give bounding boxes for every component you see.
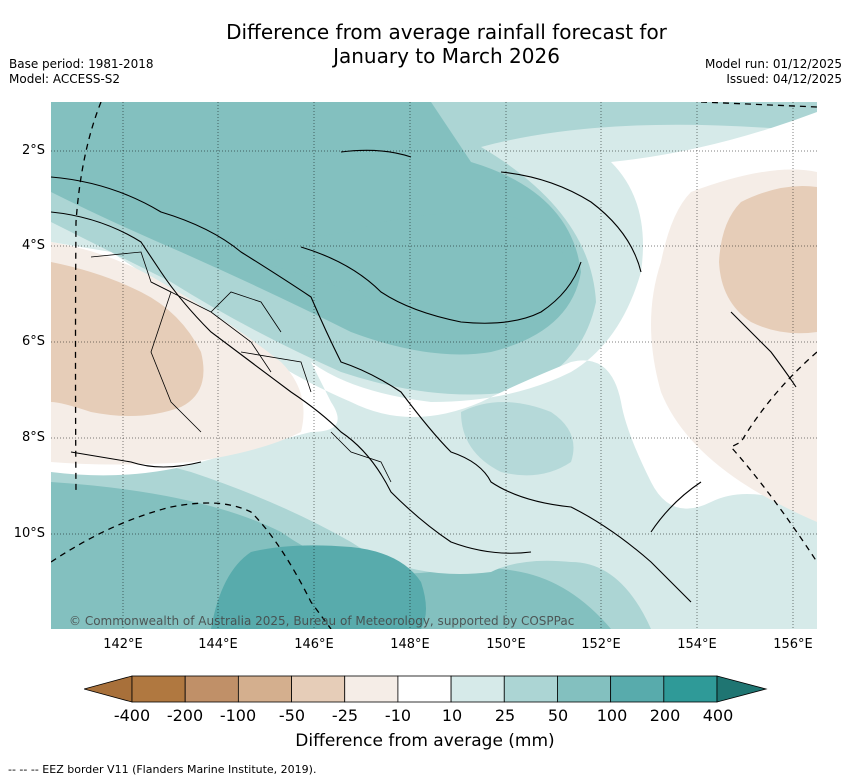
lat-label-10s: 10°S xyxy=(13,526,45,541)
colorbar-arrow-high xyxy=(716,675,768,703)
lon-label-148e: 148°E xyxy=(390,637,430,652)
meta-left: Base period: 1981-2018 Model: ACCESS-S2 xyxy=(9,57,154,87)
cbar-label: -200 xyxy=(166,706,204,725)
colorbar xyxy=(84,675,768,703)
province-borders xyxy=(90,251,392,483)
lat-label-2s: 2°S xyxy=(21,143,45,158)
model-name: Model: ACCESS-S2 xyxy=(9,72,121,86)
contour-band-central-wet xyxy=(461,402,574,476)
colorbar-cell xyxy=(397,675,452,703)
meta-right: Model run: 01/12/2025 Issued: 04/12/2025 xyxy=(705,57,842,87)
contour-band-north-wet xyxy=(191,212,571,325)
model-run: Model run: 01/12/2025 xyxy=(704,57,842,71)
map-title: Difference from average rainfall forecas… xyxy=(0,20,850,68)
contour-band-10-25 xyxy=(51,124,817,629)
colorbar-cell xyxy=(610,675,665,703)
cbar-label: -400 xyxy=(113,706,151,725)
cbar-label: -50 xyxy=(278,706,306,725)
contour-band-50-100 xyxy=(211,545,426,629)
lon-label-156e: 156°E xyxy=(773,637,813,652)
cbar-label: -10 xyxy=(384,706,412,725)
colorbar-cell xyxy=(503,675,558,703)
colorbar-cell xyxy=(291,675,346,703)
lat-label-4s: 4°S xyxy=(21,238,45,253)
colorbar-arrow-low xyxy=(84,675,133,703)
contour-band-east-drier xyxy=(719,186,817,334)
cbar-label: 25 xyxy=(494,706,516,725)
colorbar-title: Difference from average (mm) xyxy=(295,731,555,751)
rainfall-map xyxy=(51,102,817,629)
cbar-label: 200 xyxy=(649,706,681,725)
base-period: Base period: 1981-2018 xyxy=(9,57,154,71)
cbar-label: 400 xyxy=(702,706,734,725)
eez-legend: -- -- -- EEZ border V11 (Flanders Marine… xyxy=(8,763,317,776)
contour-band-west-drier xyxy=(51,262,204,416)
issued-date: Issued: 04/12/2025 xyxy=(726,72,842,86)
coastlines xyxy=(51,149,797,603)
lon-label-150e: 150°E xyxy=(486,637,526,652)
lon-label-142e: 142°E xyxy=(103,637,143,652)
lon-label-144e: 144°E xyxy=(198,637,238,652)
colorbar-cell xyxy=(663,675,718,703)
cbar-label: 50 xyxy=(547,706,569,725)
colorbar-cell xyxy=(184,675,239,703)
colorbar-cell xyxy=(450,675,505,703)
cbar-label: -100 xyxy=(219,706,257,725)
eez-borders xyxy=(51,102,817,629)
title-line-1: Difference from average rainfall forecas… xyxy=(226,20,667,44)
lon-label-146e: 146°E xyxy=(294,637,334,652)
colorbar-cell xyxy=(344,675,399,703)
cbar-label: 10 xyxy=(441,706,463,725)
lon-label-152e: 152°E xyxy=(581,637,621,652)
lat-label-6s: 6°S xyxy=(21,334,45,349)
colorbar-cell xyxy=(131,675,186,703)
title-line-2: January to March 2026 xyxy=(333,44,560,68)
colorbar-cell xyxy=(237,675,292,703)
lon-label-154e: 154°E xyxy=(677,637,717,652)
colorbar-cell xyxy=(557,675,612,703)
graticule xyxy=(51,102,817,629)
cbar-label: -25 xyxy=(331,706,359,725)
copyright-notice: © Commonwealth of Australia 2025, Bureau… xyxy=(69,614,575,628)
lat-label-8s: 8°S xyxy=(21,430,45,445)
cbar-label: 100 xyxy=(596,706,628,725)
